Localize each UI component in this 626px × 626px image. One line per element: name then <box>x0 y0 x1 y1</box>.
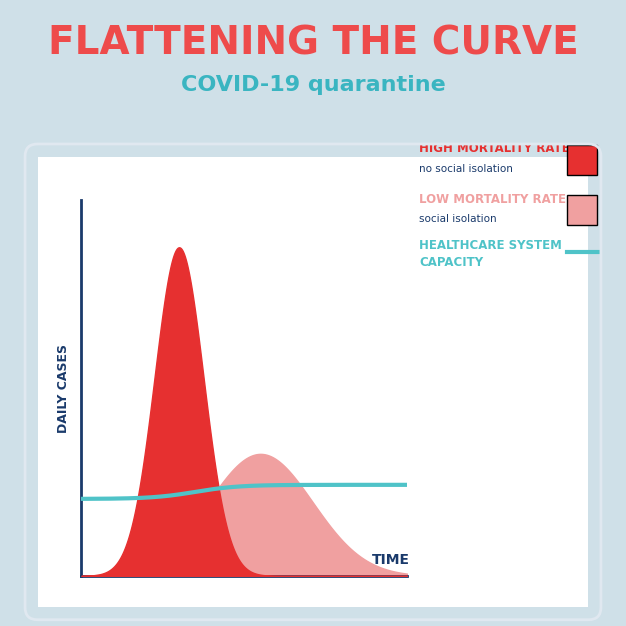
Text: no social isolation: no social isolation <box>419 164 513 174</box>
Text: COVID-19 quarantine: COVID-19 quarantine <box>181 74 445 95</box>
Text: HEALTHCARE SYSTEM
CAPACITY: HEALTHCARE SYSTEM CAPACITY <box>419 239 562 269</box>
Text: social isolation: social isolation <box>419 214 497 224</box>
Y-axis label: DAILY CASES: DAILY CASES <box>57 344 70 433</box>
Text: LOW MORTALITY RATE: LOW MORTALITY RATE <box>419 193 567 205</box>
Text: TIME: TIME <box>372 553 410 567</box>
Text: HIGH MORTALITY RATE: HIGH MORTALITY RATE <box>419 143 570 155</box>
Text: FLATTENING THE CURVE: FLATTENING THE CURVE <box>48 25 578 63</box>
